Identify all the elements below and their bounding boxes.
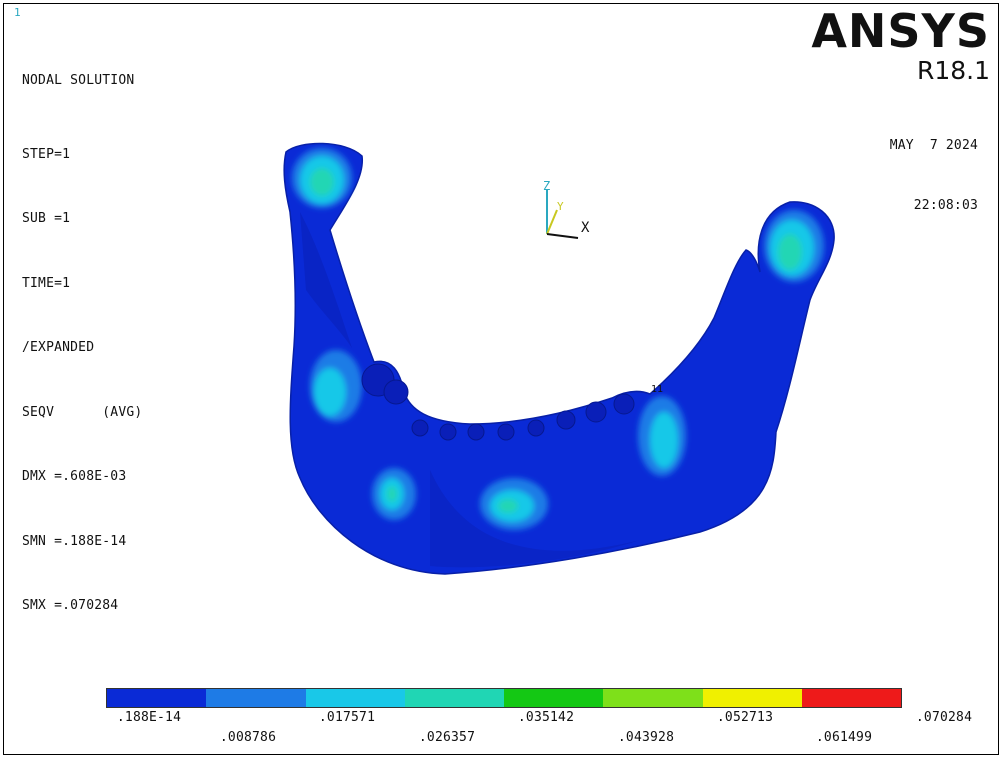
info-smx: SMX =.070284 (22, 598, 119, 613)
triad-x-label: X (581, 220, 590, 236)
legend-band-7 (702, 689, 802, 707)
right-ramus-stress (638, 396, 686, 476)
legend-tick-label: .070284 (915, 710, 973, 725)
solution-info: NODAL SOLUTION STEP=1 SUB =1 TIME=1 /EXP… (22, 27, 142, 638)
legend-band-3 (305, 689, 405, 707)
axis-triad: Z Y X (543, 179, 590, 239)
info-dmx: DMX =.608E-03 (22, 469, 127, 484)
legend-band-4 (404, 689, 504, 707)
legend-band-6 (603, 689, 703, 707)
left-ramus-stress (310, 350, 362, 422)
triad-y-label: Y (557, 200, 564, 213)
time-label: 22:08:03 (913, 198, 978, 213)
legend-tick-label: .035142 (517, 710, 575, 725)
timestamp: MAY 7 2024 22:08:03 (890, 96, 978, 236)
left-condyle-stress (292, 148, 352, 208)
ansys-logo: ANSYS (811, 4, 990, 58)
graphics-window (3, 3, 999, 755)
legend-tick-label: .008786 (219, 730, 277, 745)
info-seqv: SEQV (AVG) (22, 404, 143, 420)
ansys-brand: ANSYS R18.1 (811, 8, 990, 85)
version-label: R18.1 (916, 56, 990, 85)
legend-band-8 (801, 689, 901, 707)
legend-band-5 (504, 689, 604, 707)
info-time: TIME=1 (22, 275, 71, 291)
left-implant-stress (372, 468, 416, 520)
legend-tick-label: .061499 (815, 730, 873, 745)
date-label: MAY 7 2024 (889, 138, 978, 153)
info-smn: SMN =.188E-14 (22, 533, 127, 549)
node-label: 11 (651, 384, 663, 395)
legend-band-1 (107, 689, 207, 707)
legend-tick-label: .188E-14 (116, 710, 182, 725)
alveolar-ridge (361, 363, 635, 441)
info-step: STEP=1 (22, 146, 71, 162)
legend-tick-label: .026357 (418, 730, 476, 745)
legend-band-2 (206, 689, 306, 707)
triad-z-label: Z (543, 179, 550, 193)
info-sub: SUB =1 (22, 211, 71, 226)
right-condyle-stress (764, 210, 824, 282)
center-implant-stress (480, 478, 548, 530)
window-number: 1 (14, 6, 21, 19)
mandible-body (283, 142, 835, 575)
legend-tick-label: .017571 (318, 710, 376, 725)
info-expanded: /EXPANDED (22, 340, 95, 355)
legend-tick-label: .043928 (617, 730, 675, 745)
legend-tick-label: .052713 (716, 710, 774, 725)
contour-legend (106, 688, 902, 708)
plot-title: NODAL SOLUTION (22, 73, 135, 88)
